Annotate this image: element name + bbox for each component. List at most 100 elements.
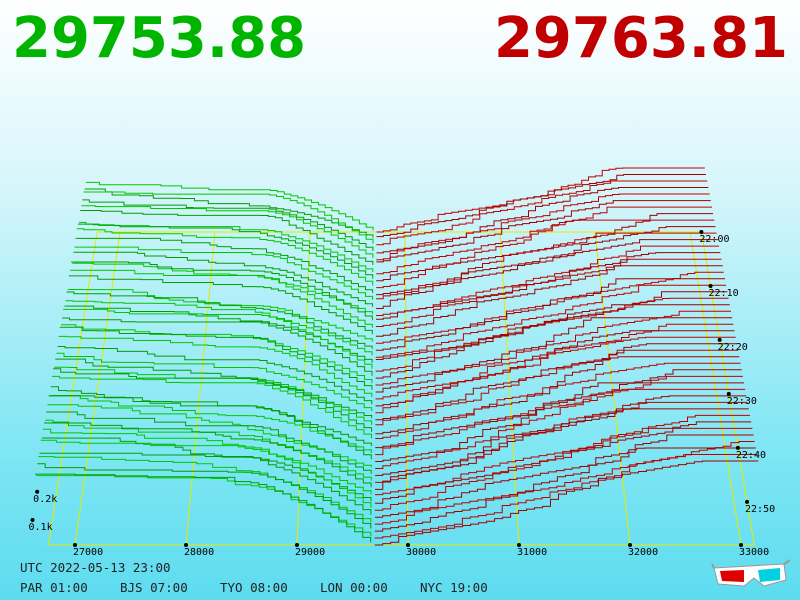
bid-depth-curve [67,289,373,342]
price-tick-label: 30000 [406,547,436,558]
depth-tick [30,517,35,522]
ask-depth-curve [375,414,750,496]
city-time: BJS 07:00 [120,580,188,595]
bid-depth-curve [79,221,374,273]
bid-depth-curve [77,223,374,279]
city-time: LON 00:00 [320,580,388,595]
ask-depth-curve [374,434,754,518]
bid-depth-curve [50,386,372,447]
city-time: NYC 19:00 [420,580,488,595]
bid-depth-curve [54,366,373,425]
ask-depth-curve [375,382,745,462]
price-tick-label: 27000 [73,547,103,558]
price-tick [517,543,521,547]
depth-curves [35,167,759,546]
price-grid-line [594,231,631,546]
bid-depth-curve [63,308,373,369]
ask-depth-curve [374,454,758,539]
price-grid-line [74,231,121,546]
bid-depth-curve [56,352,373,412]
bid-depth-curve [42,428,372,495]
bid-depth-curve [82,199,374,251]
time-tick-label: 22:20 [718,342,748,353]
ask-depth-curve [374,427,753,511]
bid-depth-curve [68,275,373,335]
ask-depth-curve [376,232,717,300]
price-tick-label: 28000 [184,547,214,558]
price-grid-line [185,231,216,546]
bid-depth-curve [62,317,373,376]
ask-depth-curve [375,297,729,372]
depth-tick-label: 0.1k [29,522,53,533]
bid-depth-curve [40,439,372,508]
ask-depth-curve [374,460,759,546]
ask-depth-curve [375,317,733,393]
time-tick [708,283,713,288]
city-time: TYO 08:00 [220,580,288,595]
ask-depth-curve [375,278,725,351]
price-tick-label: 32000 [628,547,658,558]
bid-depth-curve [75,237,374,293]
ask-depth-curve [376,200,711,263]
ask-depth-curve [375,395,747,476]
utc-time: UTC 2022-05-13 23:00 [20,560,171,575]
ask-depth-curve [375,258,722,327]
3d-glasses-icon [711,559,791,587]
bid-depth-curve [49,395,372,453]
ask-depth-curve [375,336,736,414]
bid-depth-curve [36,475,372,536]
bid-depth-curve [65,300,373,356]
ask-depth-curve [376,206,712,275]
ask-depth-curve [376,180,708,246]
time-tick-label: 22:10 [709,288,739,299]
bid-depth-curve [66,291,373,349]
price-tick [406,543,410,547]
bid-depth-curve [44,422,372,488]
ask-depth-curve [375,284,727,358]
bid-depth-curve [57,346,373,405]
bid-depth-curve [38,456,372,523]
ask-depth-curve [376,239,718,309]
ask-depth-curve [376,193,710,261]
ask-depth-curve [375,388,746,469]
ask-depth-curve [375,304,730,379]
price-tick [295,543,299,547]
ask-depth-curve [375,375,743,456]
price-grid-line [499,231,520,546]
ask-depth-curve [376,219,715,289]
ask-depth-curve [376,174,706,238]
bid-depth-curve [39,452,372,515]
bid-depth-curve [73,251,373,307]
city-time: PAR 01:00 [20,580,88,595]
bid-depth-curve [84,188,374,238]
ask-price: 29763.81 [493,6,788,71]
bid-depth-curve [74,246,374,300]
bid-depth-curve [83,191,374,244]
price-tick-label: 33000 [739,547,769,558]
bid-depth-curve [48,395,372,460]
price-tick [739,543,743,547]
bid-depth-curve [58,335,373,397]
depth-tick-label: 0.2k [33,494,57,505]
ask-depth-curve [375,310,731,386]
depth-tick [35,489,40,494]
ask-depth-curve [375,349,739,426]
ask-depth-curve [375,408,749,490]
time-tick-label: 22:40 [736,450,766,461]
price-tick-label: 29000 [295,547,325,558]
time-tick-label: 22:00 [699,234,729,245]
ask-depth-curve [376,167,705,233]
ask-depth-curve [374,441,755,525]
time-tick [735,445,740,450]
time-tick [745,499,750,504]
bid-price: 29753.88 [12,6,307,71]
bid-depth-curve [46,411,372,474]
ask-depth-curve [375,330,735,407]
bid-depth-curve [35,473,372,543]
bid-depth-curve [59,326,373,390]
time-tick [717,337,722,342]
bid-depth-curve [70,269,373,328]
ask-depth-curve [375,291,728,360]
